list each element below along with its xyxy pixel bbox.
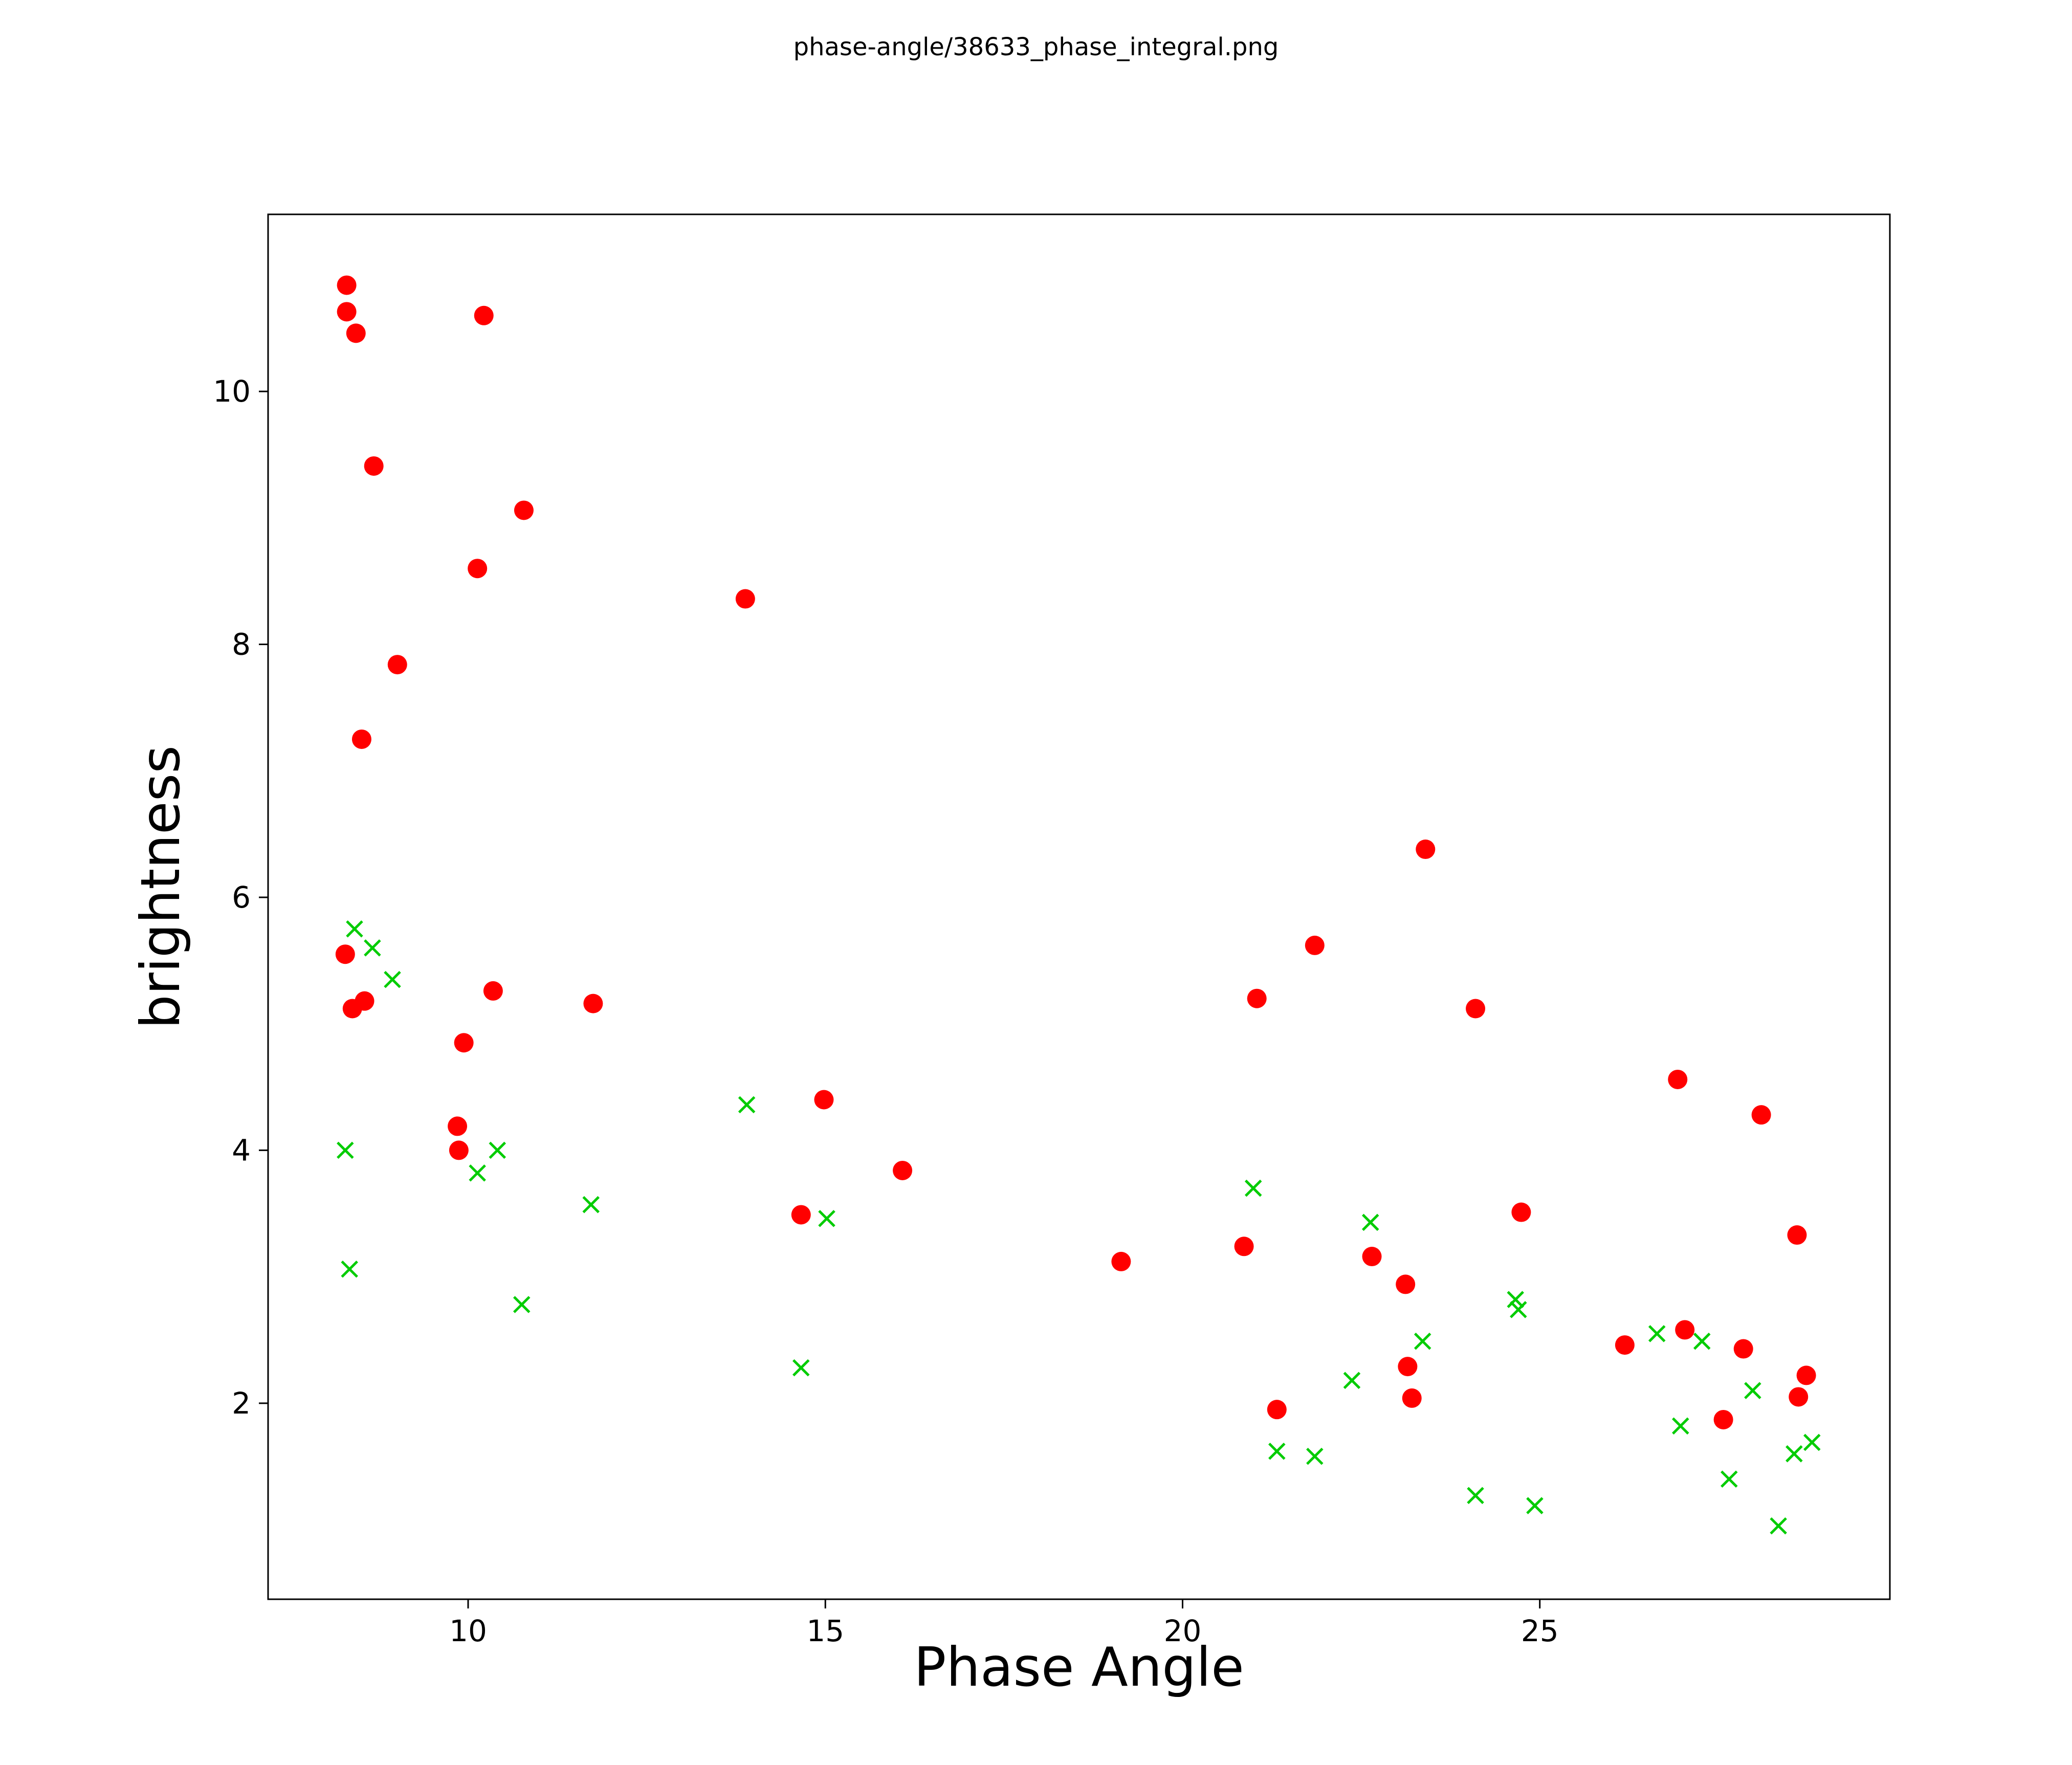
data-point-x <box>1803 1433 1821 1451</box>
data-point-x <box>469 1164 486 1182</box>
data-point-circle <box>454 1033 474 1053</box>
data-point-x <box>341 1261 358 1278</box>
y-axis-label: brightness <box>129 745 192 1029</box>
data-point-circle <box>1789 1387 1809 1407</box>
data-point-x <box>513 1296 531 1313</box>
x-axis-label: Phase Angle <box>914 1636 1244 1698</box>
data-point-circle <box>355 991 374 1011</box>
data-point-circle <box>1267 1400 1287 1420</box>
data-point-circle <box>346 323 366 343</box>
data-point-circle <box>1733 1339 1753 1359</box>
data-point-circle <box>735 589 755 609</box>
data-point-circle <box>1615 1335 1635 1355</box>
data-point-x <box>346 920 363 938</box>
data-point-circle <box>1396 1274 1416 1294</box>
data-point-circle <box>1787 1225 1807 1245</box>
data-point-x <box>582 1196 600 1214</box>
data-point-circle <box>791 1205 811 1225</box>
data-point-x <box>1414 1332 1431 1350</box>
data-point-circle <box>468 559 488 579</box>
data-point-circle <box>1751 1105 1771 1125</box>
data-point-circle <box>1398 1357 1418 1377</box>
y-tick-label: 4 <box>232 1133 251 1167</box>
data-point-x <box>1244 1179 1262 1197</box>
data-point-x <box>1648 1325 1666 1342</box>
data-point-circle <box>1796 1365 1816 1385</box>
data-point-x <box>1672 1417 1689 1435</box>
data-point-circle <box>1362 1247 1382 1267</box>
data-point-x <box>337 1141 354 1159</box>
data-point-circle <box>351 729 371 749</box>
data-point-x <box>1744 1382 1761 1399</box>
data-point-x <box>384 970 401 988</box>
data-point-x <box>489 1141 506 1159</box>
data-point-x <box>1693 1332 1711 1350</box>
data-point-circle <box>1668 1069 1688 1089</box>
data-point-x <box>818 1210 835 1227</box>
data-point-circle <box>337 302 357 322</box>
data-point-x <box>738 1096 756 1114</box>
data-point-circle <box>1713 1409 1733 1429</box>
plot-frame <box>267 213 1891 1600</box>
data-point-circle <box>583 994 603 1013</box>
data-point-x <box>1786 1445 1803 1463</box>
data-point-circle <box>1511 1202 1531 1222</box>
data-point-circle <box>893 1160 913 1180</box>
data-point-circle <box>337 275 357 295</box>
y-tick-label: 8 <box>232 627 251 662</box>
data-point-x <box>1526 1497 1544 1514</box>
x-tick-label: 15 <box>806 1614 844 1648</box>
data-point-x <box>1507 1291 1525 1308</box>
x-tick-label: 25 <box>1521 1614 1559 1648</box>
data-point-circle <box>483 981 503 1001</box>
data-point-circle <box>335 944 355 964</box>
data-point-circle <box>1416 840 1436 859</box>
y-tick-label: 10 <box>213 374 251 409</box>
data-point-circle <box>514 500 534 520</box>
data-point-circle <box>1247 988 1267 1008</box>
data-point-x <box>1510 1301 1527 1318</box>
data-point-x <box>1343 1372 1361 1389</box>
y-tick-label: 2 <box>232 1386 251 1421</box>
data-point-circle <box>387 655 407 675</box>
data-point-x <box>1268 1442 1286 1460</box>
data-point-circle <box>1111 1251 1131 1271</box>
x-tick-label: 10 <box>449 1614 487 1648</box>
data-point-circle <box>449 1140 469 1160</box>
data-point-x <box>364 939 381 957</box>
chart-title: phase-angle/38633_phase_integral.png <box>793 33 1279 61</box>
data-point-circle <box>364 456 384 476</box>
data-point-x <box>1721 1470 1738 1488</box>
data-point-circle <box>814 1090 834 1110</box>
data-point-x <box>1467 1487 1484 1505</box>
data-point-circle <box>1675 1320 1695 1340</box>
data-point-circle <box>474 305 494 325</box>
y-tick-label: 6 <box>232 880 251 915</box>
data-point-x <box>792 1359 810 1377</box>
data-point-circle <box>1234 1237 1254 1256</box>
data-point-x <box>1306 1447 1324 1465</box>
data-point-x <box>1361 1214 1379 1231</box>
data-point-circle <box>1466 999 1486 1019</box>
data-point-circle <box>1305 935 1325 955</box>
data-point-circle <box>1402 1388 1422 1408</box>
x-tick-label: 20 <box>1164 1614 1202 1648</box>
data-point-circle <box>448 1116 468 1136</box>
data-point-x <box>1770 1517 1787 1535</box>
